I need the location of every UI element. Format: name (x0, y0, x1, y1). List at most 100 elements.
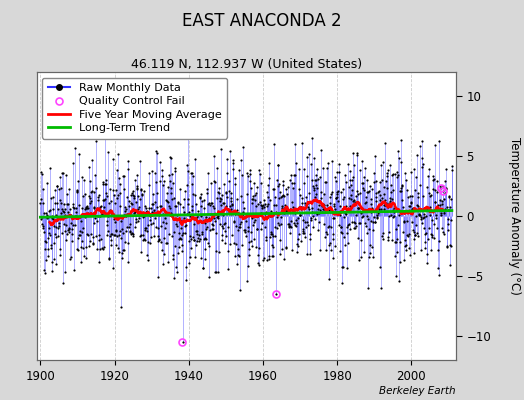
Point (162, 220, 170, 226)
Point (123, 223, 131, 230)
Point (101, 104, 109, 110)
Point (188, 181, 196, 187)
Point (444, 207, 453, 214)
Point (83, 230, 92, 237)
Point (330, 215, 339, 222)
Point (45, 224, 53, 231)
Point (107, 237, 115, 244)
Point (313, 206, 322, 212)
Point (419, 193, 427, 200)
Point (217, 222, 226, 229)
Point (159, 211, 168, 217)
Point (276, 221, 285, 227)
Point (119, 230, 127, 236)
Point (432, 188, 441, 195)
Point (155, 237, 163, 243)
Point (204, 274, 213, 280)
Point (48, 268, 56, 274)
Point (332, 194, 341, 201)
Point (434, 237, 443, 244)
Point (187, 236, 195, 242)
Point (86, 195, 94, 202)
Point (243, 173, 252, 180)
Point (382, 202, 390, 208)
Point (286, 222, 294, 229)
Point (262, 237, 270, 244)
Point (52, 212, 60, 218)
Point (61, 206, 70, 212)
Point (40, 266, 49, 273)
Point (413, 152, 421, 158)
Point (437, 185, 445, 192)
Point (145, 170, 153, 177)
Point (245, 252, 253, 258)
Point (443, 221, 452, 228)
Point (352, 212, 361, 218)
Point (209, 202, 217, 209)
Point (350, 225, 358, 232)
Point (338, 230, 346, 236)
Point (156, 158, 164, 165)
Point (216, 221, 224, 227)
Point (237, 171, 246, 178)
Point (73, 188, 82, 194)
Point (212, 269, 220, 275)
Point (166, 178, 174, 184)
Point (393, 174, 401, 181)
Point (302, 202, 310, 208)
Point (328, 188, 336, 195)
Point (310, 155, 318, 161)
Point (238, 144, 247, 150)
Point (290, 172, 298, 179)
Point (344, 240, 352, 246)
Point (256, 199, 264, 205)
Point (422, 230, 430, 236)
Point (348, 174, 357, 180)
Point (48, 259, 56, 265)
Point (250, 197, 259, 204)
Point (370, 219, 379, 226)
Point (413, 203, 422, 209)
Point (170, 168, 179, 174)
Point (140, 213, 148, 219)
Point (43, 212, 51, 218)
Point (171, 203, 179, 210)
Point (214, 269, 222, 276)
Point (238, 212, 246, 219)
Point (263, 203, 271, 210)
Point (374, 188, 382, 195)
Point (119, 246, 127, 253)
Point (144, 222, 152, 228)
Point (104, 255, 113, 262)
Point (314, 202, 323, 208)
Point (420, 238, 429, 245)
Point (439, 182, 447, 189)
Point (333, 189, 341, 196)
Point (219, 224, 227, 231)
Point (191, 192, 199, 198)
Point (281, 204, 289, 210)
Point (89, 241, 97, 247)
Point (428, 234, 436, 240)
Point (379, 230, 387, 236)
Point (421, 245, 430, 252)
Point (271, 194, 279, 200)
Point (277, 194, 286, 200)
Point (231, 253, 239, 260)
Point (337, 264, 346, 270)
Point (101, 181, 110, 187)
Point (269, 244, 277, 250)
Point (354, 205, 362, 211)
Point (404, 209, 412, 215)
Point (138, 191, 146, 198)
Point (192, 228, 201, 234)
Point (431, 199, 440, 206)
Point (272, 291, 280, 297)
Point (355, 257, 363, 263)
Point (232, 241, 241, 247)
Point (83, 202, 91, 209)
Point (99, 179, 107, 185)
Point (411, 232, 419, 238)
Point (236, 219, 245, 226)
Point (361, 165, 369, 172)
